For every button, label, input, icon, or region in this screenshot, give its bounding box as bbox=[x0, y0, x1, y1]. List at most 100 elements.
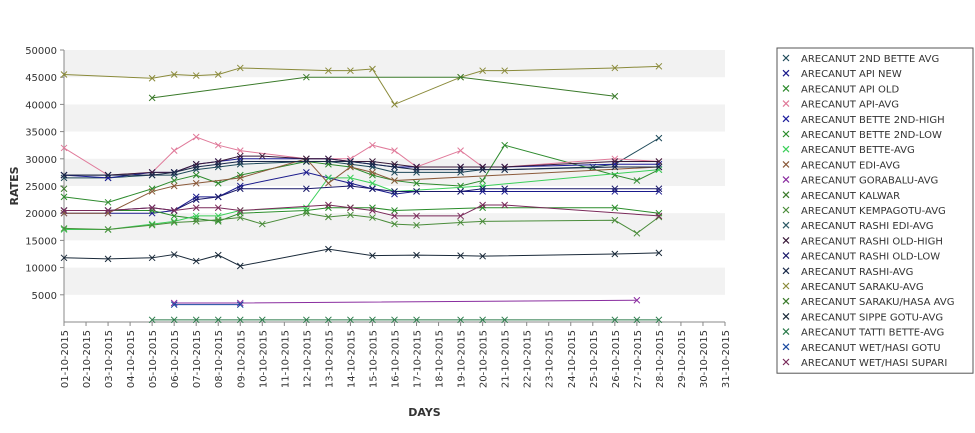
legend-box bbox=[776, 47, 974, 374]
data-point bbox=[60, 171, 68, 179]
legend-item: ARECANUT RASHI EDI-AVG bbox=[782, 221, 934, 232]
data-point bbox=[148, 171, 156, 179]
series-17 bbox=[60, 245, 663, 270]
data-point bbox=[325, 160, 332, 168]
data-point bbox=[611, 216, 619, 224]
data-point bbox=[214, 160, 222, 168]
legend-label: ARECANUT RASHI-AVG bbox=[801, 267, 913, 278]
data-point bbox=[192, 133, 200, 141]
data-point bbox=[347, 182, 354, 190]
legend-item: ARECANUT 2ND BETTE AVG bbox=[782, 54, 939, 65]
data-point bbox=[457, 188, 464, 195]
x-tick-label: 14-10-2015 bbox=[346, 330, 357, 388]
data-point bbox=[258, 316, 266, 324]
data-point bbox=[457, 212, 464, 220]
data-point bbox=[369, 316, 376, 324]
legend-marker bbox=[782, 297, 790, 305]
data-point bbox=[170, 316, 178, 324]
series-line bbox=[64, 158, 659, 214]
data-point bbox=[479, 201, 486, 209]
data-point bbox=[170, 147, 178, 154]
data-point bbox=[214, 204, 222, 212]
data-point bbox=[170, 177, 178, 184]
x-tick-label: 11-10-2015 bbox=[280, 330, 291, 388]
data-point bbox=[236, 182, 244, 190]
grid-band bbox=[64, 50, 725, 78]
x-tick-label: 30-10-2015 bbox=[699, 330, 710, 388]
x-axis: 01-10-2015 02-10-2015 03-10-2015 04-10-2015… bbox=[60, 321, 732, 388]
legend-label: ARECANUT 2ND BETTE AVG bbox=[801, 54, 939, 65]
data-point bbox=[325, 179, 332, 187]
data-point bbox=[347, 204, 354, 212]
data-point bbox=[391, 316, 398, 324]
legend-item: ARECANUT KALWAR bbox=[782, 191, 900, 202]
legend-marker bbox=[782, 343, 790, 351]
y-tick-label: 20000 bbox=[25, 209, 57, 220]
data-point bbox=[413, 316, 420, 324]
data-point bbox=[391, 169, 398, 176]
data-point bbox=[655, 160, 663, 168]
data-point bbox=[170, 169, 178, 176]
data-point bbox=[369, 169, 376, 176]
x-tick-label: 07-10-2015 bbox=[192, 330, 203, 388]
data-point bbox=[192, 179, 200, 187]
data-point bbox=[391, 101, 398, 108]
data-point bbox=[655, 62, 663, 70]
data-point bbox=[60, 144, 68, 152]
x-tick-label: 18-10-2015 bbox=[435, 330, 446, 388]
legend-marker bbox=[782, 282, 790, 290]
x-tick-label: 31-10-2015 bbox=[721, 330, 732, 388]
data-point bbox=[347, 67, 354, 75]
x-tick-label: 03-10-2015 bbox=[104, 330, 115, 388]
data-point bbox=[655, 185, 663, 193]
series-20 bbox=[60, 201, 663, 220]
data-point bbox=[170, 301, 178, 308]
data-point bbox=[170, 207, 178, 214]
data-point bbox=[60, 174, 68, 182]
legend-label: ARECANUT BETTE-AVG bbox=[801, 145, 915, 156]
data-point bbox=[369, 141, 376, 149]
series-line bbox=[64, 161, 659, 176]
data-point bbox=[501, 67, 509, 75]
data-point bbox=[413, 169, 420, 176]
data-point bbox=[104, 226, 112, 233]
data-point bbox=[192, 218, 200, 225]
legend-label: ARECANUT RASHI OLD-LOW bbox=[801, 252, 940, 263]
data-point bbox=[236, 185, 244, 193]
data-point bbox=[369, 179, 376, 187]
x-tick-label: 06-10-2015 bbox=[170, 330, 181, 388]
series-7 bbox=[60, 155, 663, 217]
x-tick-label: 27-10-2015 bbox=[633, 330, 644, 388]
legend-marker bbox=[782, 191, 790, 199]
legend-marker bbox=[782, 236, 790, 244]
data-point bbox=[479, 163, 486, 171]
y-tick-label: 40000 bbox=[25, 100, 57, 111]
data-point bbox=[148, 204, 156, 212]
data-point bbox=[501, 316, 509, 324]
x-tick-label: 12-10-2015 bbox=[302, 330, 313, 388]
data-point bbox=[611, 160, 619, 168]
data-point bbox=[148, 221, 156, 229]
data-point bbox=[391, 220, 398, 228]
x-tick-label: 25-10-2015 bbox=[589, 330, 600, 388]
data-point bbox=[347, 179, 354, 187]
legend-label: ARECANUT API OLD bbox=[801, 84, 899, 95]
legend-label: ARECANUT RASHI EDI-AVG bbox=[801, 221, 934, 232]
series-19 bbox=[170, 301, 244, 308]
data-point bbox=[413, 251, 420, 259]
data-point bbox=[457, 169, 464, 176]
data-point bbox=[479, 182, 486, 190]
data-point bbox=[236, 174, 244, 182]
legend-item: ARECANUT SARAKU-AVG bbox=[782, 282, 924, 293]
legend-label: ARECANUT KEMPAGOTU-AVG bbox=[801, 206, 946, 217]
x-tick-label: 23-10-2015 bbox=[545, 330, 556, 388]
data-point bbox=[391, 147, 398, 154]
y-tick-label: 5000 bbox=[32, 291, 57, 302]
data-point bbox=[192, 204, 200, 212]
series-14 bbox=[60, 158, 663, 179]
data-point bbox=[347, 163, 354, 171]
data-point bbox=[104, 255, 112, 263]
legend-item: ARECANUT WET/HASI SUPARI bbox=[782, 358, 947, 369]
x-tick-label: 28-10-2015 bbox=[655, 330, 666, 388]
